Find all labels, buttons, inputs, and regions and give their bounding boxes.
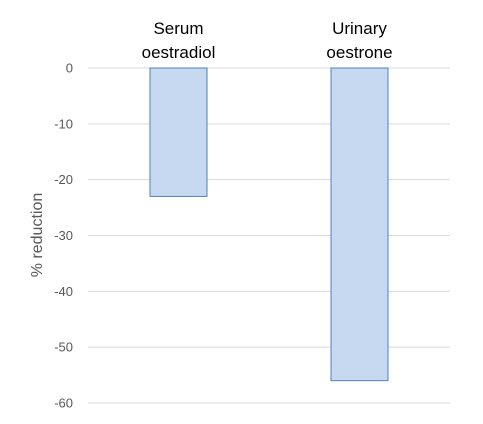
y-axis-title: % reduction xyxy=(29,193,46,278)
gridlines xyxy=(88,67,450,404)
y-tick-label: -60 xyxy=(54,396,73,411)
category-label: Serum xyxy=(153,19,203,38)
category-label: Urinary xyxy=(332,19,387,38)
bars xyxy=(149,67,389,382)
category-label: oestradiol xyxy=(142,43,216,62)
y-tick-label: -10 xyxy=(54,116,73,131)
y-tick-label: -20 xyxy=(54,172,73,187)
category-label: oestrone xyxy=(326,43,392,62)
y-axis-ticks: 0 -10 -20 -30 -40 -50 -60 xyxy=(54,61,73,411)
category-labels: Serum oestradiol Urinary oestrone xyxy=(142,19,393,62)
bar xyxy=(149,67,208,197)
y-tick-label: -30 xyxy=(54,228,73,243)
bar xyxy=(330,67,389,382)
y-tick-label: -40 xyxy=(54,284,73,299)
y-tick-label: 0 xyxy=(66,61,73,76)
y-tick-label: -50 xyxy=(54,340,73,355)
